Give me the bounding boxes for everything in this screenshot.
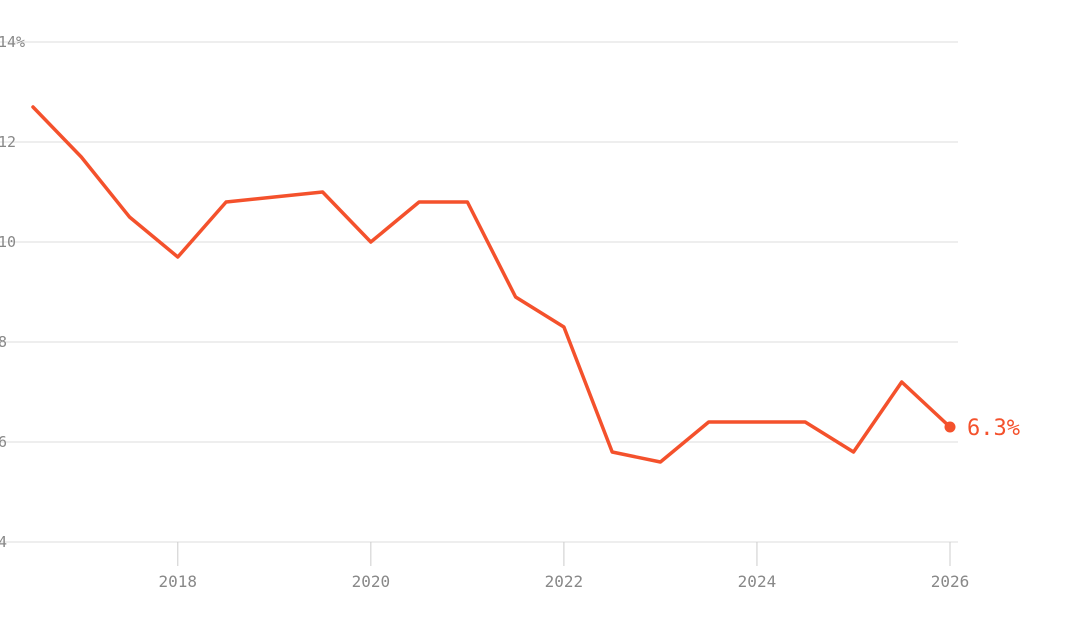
x-tick-label: 2022 <box>545 572 584 591</box>
y-tick-label: 12 <box>0 133 16 151</box>
y-tick-label: 8 <box>0 333 7 351</box>
y-tick-label: 6 <box>0 433 7 451</box>
y-tick-label: 14% <box>0 33 25 51</box>
y-tick-label: 10 <box>0 233 16 251</box>
y-tick-label: 4 <box>0 533 7 551</box>
end-labels: 6.3% <box>967 416 1020 441</box>
series-line <box>31 105 952 464</box>
x-axis-ticks: 2018 2020 2022 2024 2026 <box>159 542 970 591</box>
last-point-marker <box>944 421 956 433</box>
x-tick-label: 2018 <box>159 572 198 591</box>
x-tick-label: 2024 <box>738 572 777 591</box>
last-value-label: 6.3% <box>967 416 1020 441</box>
gridlines <box>0 41 958 543</box>
x-tick-label: 2020 <box>352 572 391 591</box>
y-axis-ticks: 4 6 8 10 12 14% <box>0 33 25 551</box>
series <box>31 105 956 464</box>
x-tick-label: 2026 <box>931 572 970 591</box>
